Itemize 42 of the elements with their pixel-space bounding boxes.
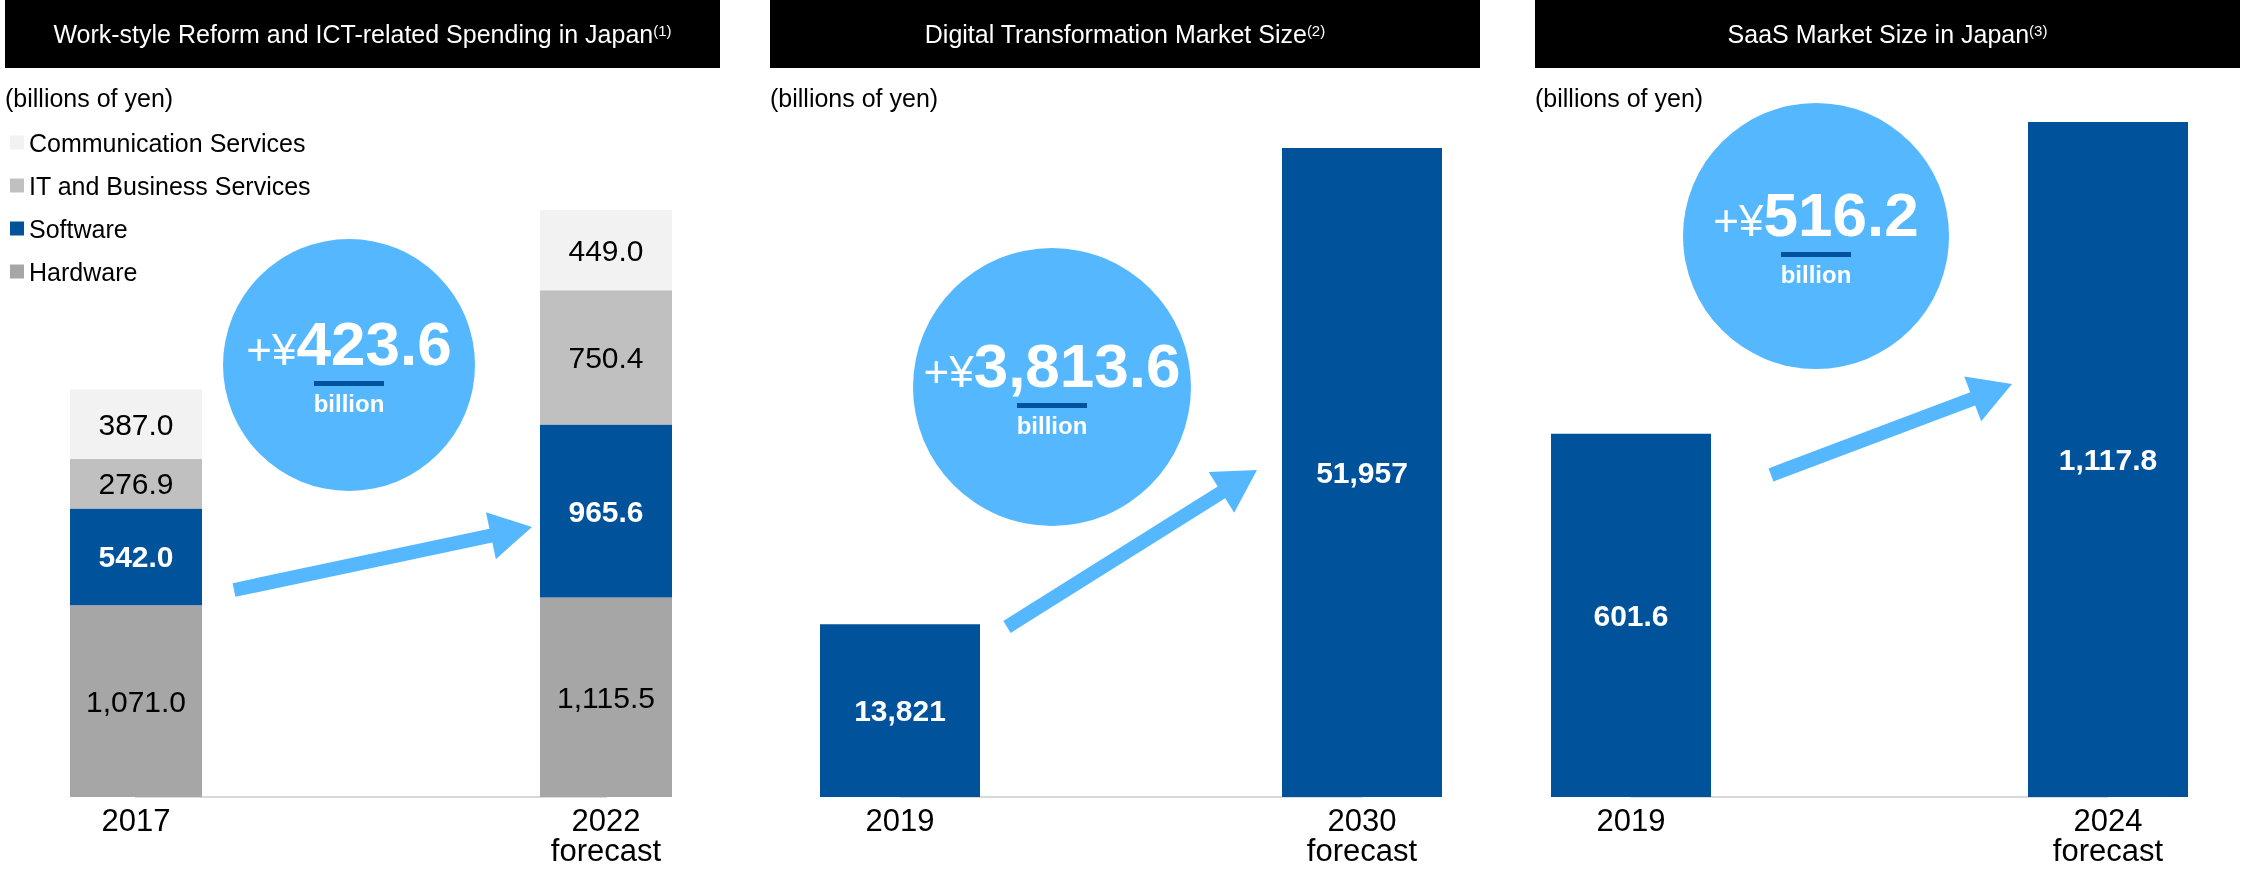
bar: [540, 210, 672, 291]
data-label: 387.0: [98, 407, 174, 441]
chart-title: SaaS Market Size in Japan$^{(3)}$: [1535, 0, 2240, 68]
annotation: billion: [1016, 411, 1088, 440]
data-label: 1,071.0: [85, 684, 187, 718]
bar: [70, 508, 202, 606]
data-label: 542.0: [98, 540, 174, 574]
data-label: 601.6: [1593, 598, 1669, 632]
bar: [540, 424, 672, 598]
annotation: billion: [1780, 260, 1852, 289]
x-tick-label: 2019: [865, 802, 935, 838]
bar: [70, 389, 202, 459]
legend-label: IT and Business Services: [29, 171, 311, 200]
data-label: 750.4: [568, 340, 644, 374]
annotation: +¥516.2: [1713, 179, 1919, 249]
data-label: 276.9: [98, 467, 174, 501]
annotation: billion: [313, 389, 385, 418]
chart-title: Digital Transformation Market Size$^{(2)}$: [770, 0, 1480, 68]
x-tick-label: 2022 forecast: [550, 802, 662, 868]
bar: [540, 597, 672, 797]
x-tick-label: 2024 forecast: [2052, 802, 2164, 868]
y-axis-title: (billions of yen): [770, 84, 939, 113]
data-label: 1,115.5: [557, 680, 655, 714]
chart-title: Work-style Reform and ICT-related Spending in Japan$^{(1)}$: [5, 0, 720, 68]
data-label: 51,957: [1316, 456, 1408, 489]
legend-label: Communication Services: [29, 128, 306, 157]
bar: [70, 605, 202, 797]
bar: [540, 290, 672, 425]
data-label: 965.6: [568, 494, 644, 528]
data-label: 449.0: [568, 233, 644, 267]
data-label: 13,821: [854, 694, 946, 728]
x-tick-label: 2019: [1596, 802, 1666, 838]
annotation: +¥423.6: [246, 308, 452, 378]
data-label: 1,117.8: [2058, 443, 2158, 476]
circle-badge: +¥3,813.6 billion: [913, 248, 1191, 526]
circle-badge: +¥423.6 billion: [223, 239, 475, 491]
annotation: +¥3,813.6: [923, 330, 1181, 400]
legend-label: Hardware: [29, 257, 138, 286]
x-tick-label: 2017: [101, 802, 171, 838]
x-tick-label: 2030 forecast: [1306, 802, 1418, 868]
legend-label: Software: [29, 214, 128, 243]
y-axis-title: (billions of yen): [5, 84, 174, 113]
